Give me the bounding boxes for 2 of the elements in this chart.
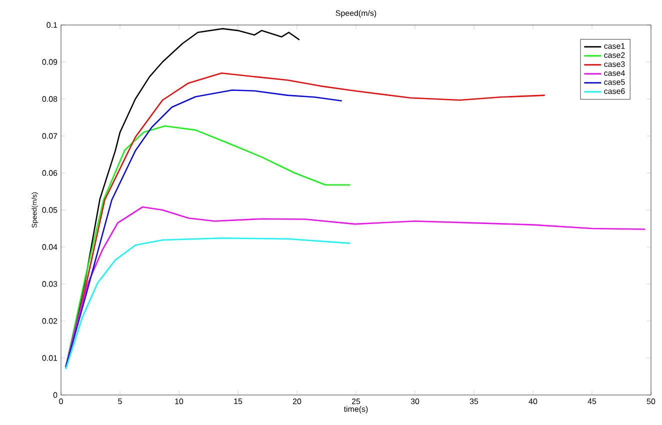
line-series [65,237,351,370]
line-series [65,89,342,368]
